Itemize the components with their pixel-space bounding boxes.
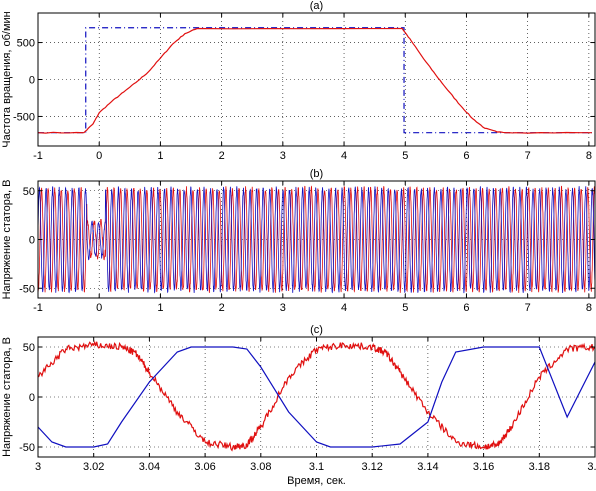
x-tick-label: -1 bbox=[33, 150, 43, 162]
series-line bbox=[38, 346, 595, 448]
series-line bbox=[38, 340, 595, 452]
y-tick-label: 50 bbox=[23, 342, 35, 354]
x-tick-label: 1 bbox=[157, 150, 163, 162]
x-tick-label: 2 bbox=[219, 302, 225, 314]
y-tick-label: -50 bbox=[19, 283, 35, 295]
series-group bbox=[38, 340, 595, 452]
x-tick-label: 3.06 bbox=[194, 461, 215, 473]
x-tick-label: 7 bbox=[525, 302, 531, 314]
series-line bbox=[38, 186, 595, 294]
x-tick-label: 3.08 bbox=[250, 461, 271, 473]
series-group bbox=[38, 185, 595, 294]
x-tick-label: 7 bbox=[525, 150, 531, 162]
x-tick-label: 5 bbox=[402, 150, 408, 162]
x-tick-label: 3 bbox=[35, 461, 41, 473]
y-axis-label: Частота вращения, об/мин bbox=[1, 11, 13, 148]
x-tick-label: 3.02 bbox=[83, 461, 104, 473]
x-tick-label: 0 bbox=[96, 302, 102, 314]
x-tick-label: 3.14 bbox=[417, 461, 438, 473]
x-tick-label: 6 bbox=[463, 150, 469, 162]
x-tick-label: 4 bbox=[341, 150, 347, 162]
x-tick-label: 8 bbox=[586, 302, 592, 314]
y-tick-label: 50 bbox=[23, 186, 35, 198]
y-tick-label: 0 bbox=[29, 235, 35, 247]
panel-title: (b) bbox=[310, 168, 323, 180]
series-line bbox=[38, 185, 595, 293]
x-tick-label: -1 bbox=[33, 302, 43, 314]
x-tick-label: 4 bbox=[341, 302, 347, 314]
y-tick-label: -500 bbox=[13, 111, 35, 123]
y-tick-label: 0 bbox=[29, 75, 35, 87]
x-tick-label: 3 bbox=[280, 150, 286, 162]
x-tick-label: 0 bbox=[96, 150, 102, 162]
x-axis-label: Время, сек. bbox=[287, 475, 346, 487]
x-tick-label: 2 bbox=[219, 150, 225, 162]
panel-0: -1 0 1 2 3 4 5 6 7 8 -500 0 500 (a) Частота вращения, … bbox=[1, 0, 596, 162]
y-tick-label: -50 bbox=[19, 442, 35, 454]
series-group bbox=[38, 27, 592, 134]
y-axis-label: Напряжение статора, В bbox=[1, 337, 13, 457]
panel-1: -1 0 1 2 3 4 5 6 7 8 -50 0 50 (b) Напряжение статора, … bbox=[1, 168, 596, 314]
x-tick-label: 3.2 bbox=[587, 461, 596, 473]
x-tick-label: 1 bbox=[157, 302, 163, 314]
panel-title: (c) bbox=[310, 324, 323, 336]
x-tick-label: 8 bbox=[586, 150, 592, 162]
x-tick-label: 6 bbox=[463, 302, 469, 314]
y-tick-label: 500 bbox=[17, 38, 35, 50]
x-tick-label: 3.16 bbox=[473, 461, 494, 473]
x-tick-label: 3 bbox=[280, 302, 286, 314]
series-line bbox=[38, 27, 592, 134]
y-tick-label: 0 bbox=[29, 392, 35, 404]
x-tick-label: 3.1 bbox=[309, 461, 324, 473]
panel-2: 3 3.02 3.04 3.06 3.08 3.1 3.12 3.14 3.16 3.18 3.2 -… bbox=[1, 324, 596, 487]
x-tick-label: 3.12 bbox=[361, 461, 382, 473]
x-tick-label: 3.18 bbox=[529, 461, 550, 473]
y-axis-label: Напряжение статора, В bbox=[1, 180, 13, 300]
x-tick-label: 5 bbox=[402, 302, 408, 314]
panel-title: (a) bbox=[310, 0, 323, 12]
x-tick-label: 3.04 bbox=[139, 461, 160, 473]
